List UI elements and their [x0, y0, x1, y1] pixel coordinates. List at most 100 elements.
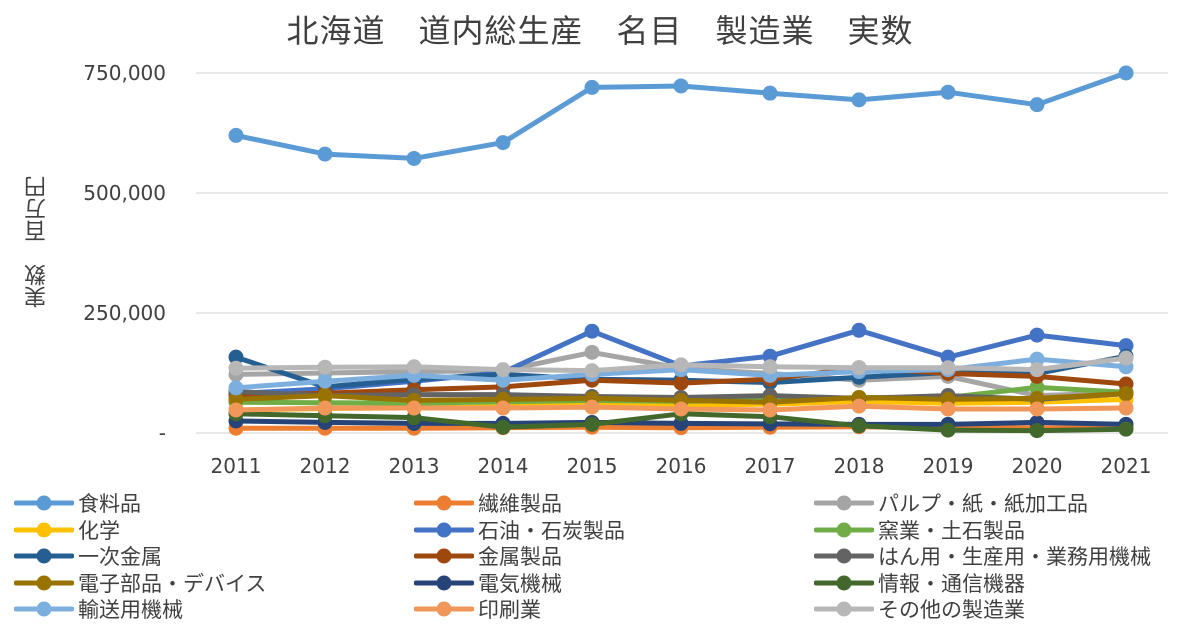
data-point — [228, 380, 244, 396]
data-point — [584, 416, 600, 432]
data-point — [406, 150, 422, 166]
data-point — [1029, 327, 1045, 343]
data-point — [406, 359, 422, 375]
x-tick-label: 2017 — [745, 454, 796, 478]
legend-marker — [14, 601, 74, 617]
data-point — [1118, 65, 1134, 81]
x-tick-label: 2020 — [1012, 454, 1063, 478]
data-point — [1029, 401, 1045, 417]
data-point — [851, 398, 867, 414]
legend-item: 窯業・土石製品 — [814, 517, 1025, 543]
data-point — [851, 92, 867, 108]
legend-label: その他の製造業 — [878, 598, 1025, 622]
y-tick-label: - — [159, 421, 166, 445]
legend-label: 石油・石炭製品 — [478, 518, 625, 543]
data-point — [495, 419, 511, 435]
legend-item: 輸送用機械 — [14, 596, 183, 622]
legend-marker — [14, 522, 74, 537]
data-point — [1118, 338, 1134, 354]
legend-item: その他の製造業 — [814, 596, 1025, 622]
data-point — [851, 360, 867, 376]
legend-item: 一次金属 — [14, 543, 162, 569]
data-point — [940, 84, 956, 100]
legend-marker — [414, 548, 474, 564]
legend-label: パルプ・紙・紙加工品 — [878, 492, 1088, 516]
legend-item: 電気機械 — [414, 570, 562, 596]
data-point — [673, 375, 689, 391]
legend-marker — [814, 522, 874, 537]
data-point — [495, 135, 511, 151]
y-tick-label: 750,000 — [83, 61, 166, 85]
x-tick-label: 2015 — [567, 454, 618, 478]
legend-label: 食料品 — [78, 492, 141, 516]
legend-item: 金属製品 — [414, 543, 562, 569]
data-point — [495, 372, 511, 388]
legend-marker — [14, 495, 74, 511]
data-point — [1118, 350, 1134, 366]
y-tick-label: 500,000 — [83, 181, 166, 205]
legend-label: 窯業・土石製品 — [878, 518, 1025, 543]
data-point — [317, 146, 333, 162]
line-chart: - 250,000 500,000 750,000 2011 2012 2013 2014 20… — [83, 61, 1168, 478]
data-point — [1029, 97, 1045, 113]
data-point — [762, 402, 778, 418]
data-point — [940, 360, 956, 376]
legend-label: 情報・通信機器 — [878, 571, 1025, 596]
legend-marker — [414, 601, 474, 617]
legend-marker — [814, 548, 874, 564]
series-15 — [228, 350, 1134, 379]
x-tick-label: 2019 — [923, 454, 974, 478]
data-point — [228, 360, 244, 376]
data-point — [1118, 421, 1134, 437]
data-point — [584, 79, 600, 95]
data-point — [1029, 390, 1045, 406]
data-point — [228, 349, 244, 365]
series-10 — [228, 386, 1134, 410]
legend-marker — [414, 495, 474, 511]
data-point — [584, 363, 600, 379]
data-point — [228, 127, 244, 143]
data-point — [1118, 386, 1134, 402]
data-point — [673, 401, 689, 417]
data-point — [673, 357, 689, 373]
legend-marker — [814, 601, 874, 617]
legend-item: 化学 — [14, 517, 120, 543]
data-point — [673, 78, 689, 94]
legend-label: 輸送用機械 — [78, 598, 183, 622]
x-tick-label: 2016 — [656, 454, 707, 478]
legend-item: パルプ・紙・紙加工品 — [814, 490, 1088, 516]
data-point — [584, 399, 600, 415]
x-tick-label: 2021 — [1101, 454, 1152, 478]
data-point — [762, 348, 778, 364]
data-point — [1029, 362, 1045, 378]
legend-item: 情報・通信機器 — [814, 570, 1025, 596]
data-point — [495, 400, 511, 416]
legend-marker — [14, 548, 74, 564]
data-point — [851, 418, 867, 434]
legend: 食料品 繊維製品 パルプ・紙・紙加工品化学 石油・石炭製品 窯業・土石製品一次金属 金属製… — [14, 490, 1200, 626]
legend-label: 電子部品・デバイス — [78, 571, 267, 596]
series-14 — [228, 398, 1134, 418]
legend-label: 繊維製品 — [478, 492, 562, 516]
data-point — [228, 391, 244, 407]
legend-label: 印刷業 — [478, 598, 541, 622]
legend-label: 一次金属 — [78, 545, 162, 569]
x-tick-label: 2011 — [211, 454, 262, 478]
legend-label: はん用・生産用・業務用機械 — [878, 545, 1151, 569]
chart-title: 北海道 道内総生産 名目 製造業 実数 — [286, 12, 914, 50]
legend-label: 電気機械 — [478, 571, 562, 596]
data-point — [584, 344, 600, 360]
legend-item: 繊維製品 — [414, 490, 562, 516]
legend-marker — [14, 575, 74, 590]
legend-item: はん用・生産用・業務用機械 — [814, 543, 1151, 569]
data-point — [317, 359, 333, 375]
data-point — [1029, 423, 1045, 439]
data-point — [228, 402, 244, 418]
data-point — [940, 401, 956, 417]
data-point — [317, 388, 333, 404]
data-point — [317, 373, 333, 389]
legend-item: 食料品 — [14, 490, 141, 516]
data-point — [940, 349, 956, 365]
data-point — [762, 85, 778, 101]
x-tick-label: 2013 — [389, 454, 440, 478]
